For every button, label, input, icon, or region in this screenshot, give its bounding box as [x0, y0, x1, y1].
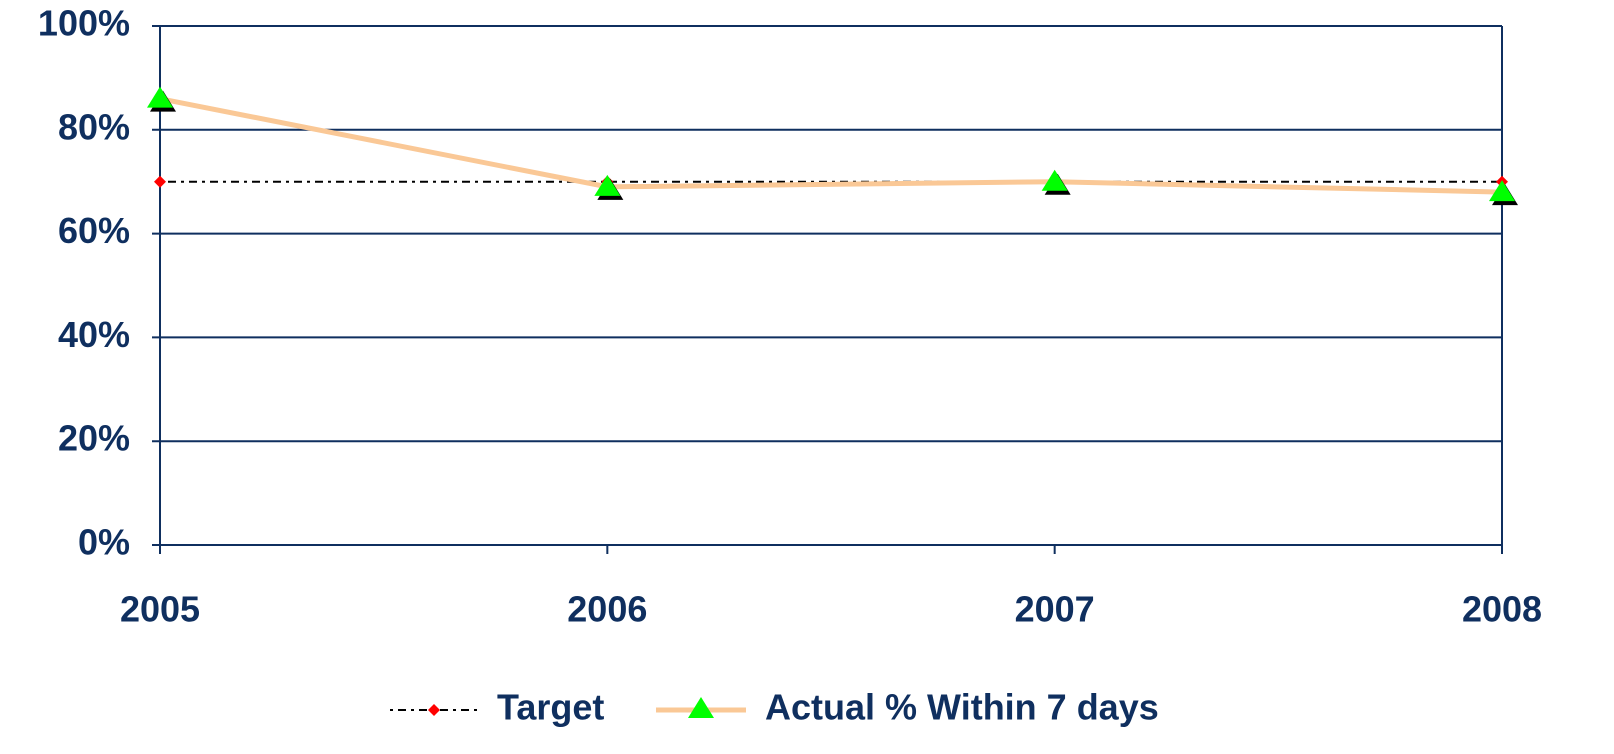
x-tick-label: 2007: [1015, 589, 1095, 630]
y-tick-label: 60%: [58, 210, 130, 251]
y-tick-label: 100%: [38, 3, 130, 44]
data-point: [1489, 180, 1515, 202]
legend-label: Target: [497, 687, 604, 728]
data-point: [154, 175, 166, 188]
x-tick-label: 2005: [120, 589, 200, 630]
data-point: [147, 86, 173, 108]
legend-marker: [688, 697, 714, 718]
data-point: [594, 174, 621, 196]
series-line: [159, 96, 1503, 195]
y-tick-label: 40%: [58, 314, 130, 355]
y-tick-label: 0%: [78, 522, 130, 563]
data-point: [1041, 169, 1068, 191]
y-tick-label: 80%: [58, 106, 130, 147]
legend-marker: [428, 704, 440, 716]
legend-label: Actual % Within 7 days: [765, 687, 1159, 728]
x-tick-label: 2006: [567, 589, 647, 630]
x-tick-label: 2008: [1462, 589, 1542, 630]
y-tick-label: 20%: [58, 418, 130, 459]
